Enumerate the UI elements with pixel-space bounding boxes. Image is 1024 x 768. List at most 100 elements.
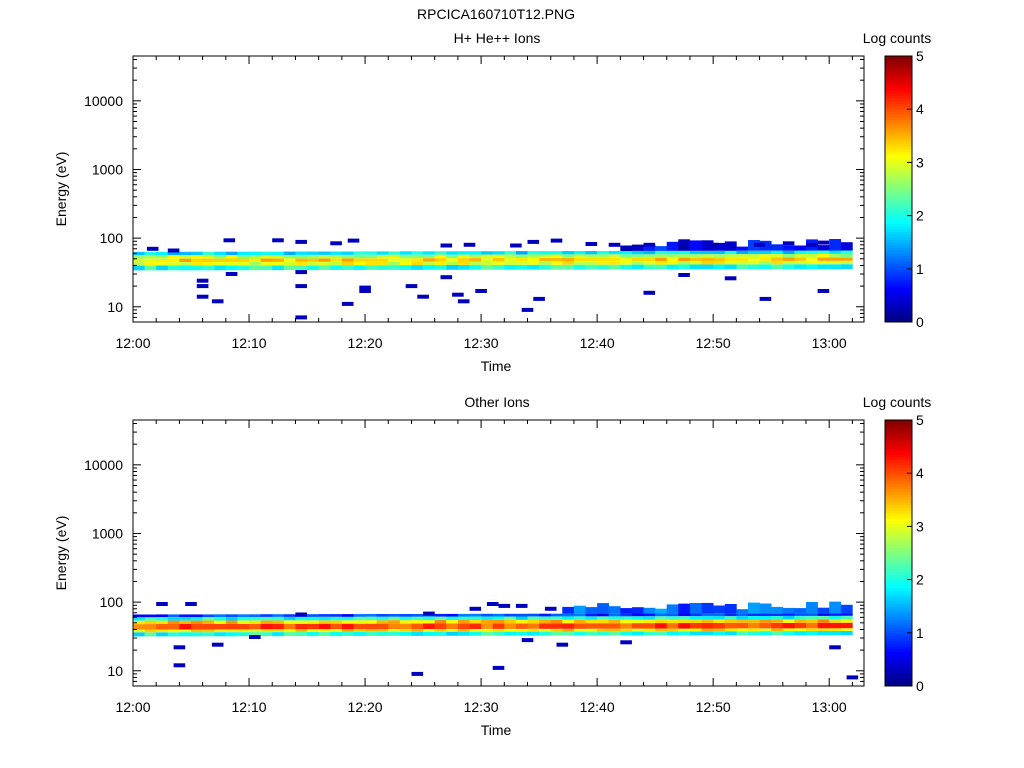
colorbar-segment (885, 295, 912, 299)
heatmap-cell (214, 620, 227, 624)
heatmap-cell (829, 254, 842, 258)
heatmap-cell (701, 257, 714, 261)
heatmap-cell (434, 631, 447, 636)
colorbar-segment (885, 473, 912, 477)
heatmap-cell (191, 624, 203, 630)
heatmap-cell (498, 603, 511, 608)
heatmap-cell (237, 251, 250, 256)
heatmap-cell (585, 628, 598, 632)
heatmap-cell (840, 257, 853, 261)
heatmap-cell (318, 251, 331, 255)
heatmap-cell (440, 243, 453, 248)
heatmap-cell (307, 632, 319, 637)
heatmap-cell (272, 632, 285, 637)
colorbar-segment (885, 242, 912, 246)
heatmap-cell (782, 260, 795, 265)
colorbar-segment (885, 475, 912, 479)
heatmap-cell (347, 238, 360, 243)
heatmap-cell (678, 239, 690, 244)
heatmap-cell (260, 255, 273, 259)
heatmap-cell (272, 251, 285, 255)
colorbar-segment (885, 675, 912, 679)
heatmap-cell (655, 261, 667, 265)
heatmap-cell (191, 620, 203, 624)
colorbar-segment (885, 204, 912, 209)
heatmap-cell (556, 642, 569, 647)
heatmap-cell (214, 632, 227, 637)
heatmap-cell (167, 629, 180, 633)
heatmap-cell (562, 628, 575, 632)
colorbar-segment (885, 438, 912, 442)
heatmap-cell (214, 623, 227, 630)
heatmap-cell (341, 629, 354, 632)
heatmap-cell (434, 623, 447, 629)
heatmap-cell (550, 261, 563, 265)
heatmap-cell (655, 628, 667, 632)
heatmap-cell (707, 242, 719, 247)
heatmap-cell (365, 265, 377, 270)
colorbar-segment (885, 93, 912, 97)
heatmap-cell (527, 619, 540, 624)
heatmap-cell (318, 623, 331, 630)
colorbar-segment (885, 643, 912, 647)
heatmap-cell (643, 613, 656, 617)
heatmap-cell (341, 254, 354, 259)
heatmap-cell (411, 254, 424, 259)
heatmap-cell (225, 251, 238, 256)
heatmap-cell (736, 254, 749, 258)
colorbar-segment (885, 61, 912, 65)
heatmap-cell (446, 631, 459, 636)
colorbar-segment (885, 640, 912, 644)
heatmap-cell (748, 257, 760, 261)
heatmap-cell (759, 250, 772, 255)
heatmap-cell (191, 265, 203, 271)
colorbar-segment (885, 619, 912, 623)
x-tick-label: 13:00 (812, 699, 847, 715)
heatmap-cell (724, 241, 737, 251)
heatmap-cell (237, 632, 250, 637)
heatmap-cell (504, 613, 517, 617)
heatmap-cell (167, 620, 180, 624)
heatmap-cell (521, 307, 534, 312)
colorbar-tick-label: 0 (916, 314, 924, 330)
panel-other-ions: Other Ions Energy (eV) Time Log counts 1… (53, 394, 931, 738)
heatmap-cell (365, 620, 377, 624)
heatmap-cell (446, 258, 459, 262)
colorbar-segment (885, 608, 912, 612)
heatmap-cell (573, 623, 586, 629)
heatmap-cell (133, 624, 145, 630)
colorbar-segment (885, 632, 912, 636)
heatmap-cell (492, 665, 505, 670)
y-tick-label: 100 (100, 230, 124, 246)
heatmap-cell (631, 619, 644, 624)
heatmap-cell (225, 258, 238, 262)
x-tick-label: 13:00 (812, 335, 847, 351)
heatmap-cell (249, 635, 261, 639)
heatmap-cell (771, 622, 784, 629)
colorbar-tick-label: 2 (916, 572, 924, 588)
heatmap-cell (573, 251, 586, 255)
colorbar-segment (885, 215, 912, 219)
heatmap-cell (806, 254, 818, 258)
heatmap-cell (492, 613, 505, 617)
colorbar-segment (885, 539, 912, 543)
heatmap-cell (481, 613, 493, 617)
colorbar-segment (885, 159, 912, 163)
heatmap-cell (840, 628, 853, 631)
heatmap-cell (690, 603, 702, 614)
heatmap-cell (399, 258, 412, 262)
heatmap-cell (527, 261, 540, 265)
heatmap-cell (655, 623, 667, 629)
colorbar-segment (885, 627, 912, 631)
x-tick-label: 12:50 (696, 335, 731, 351)
heatmap-cell (504, 251, 517, 255)
heatmap-cell (423, 251, 435, 255)
colorbar-segment (885, 587, 912, 591)
heatmap-cell (527, 251, 540, 255)
heatmap-cell (713, 605, 726, 614)
heatmap-cell (365, 616, 377, 621)
heatmap-cell (457, 631, 470, 636)
heatmap-cell (423, 611, 435, 616)
heatmap-cell (481, 251, 493, 255)
heatmap-cell (469, 628, 482, 632)
